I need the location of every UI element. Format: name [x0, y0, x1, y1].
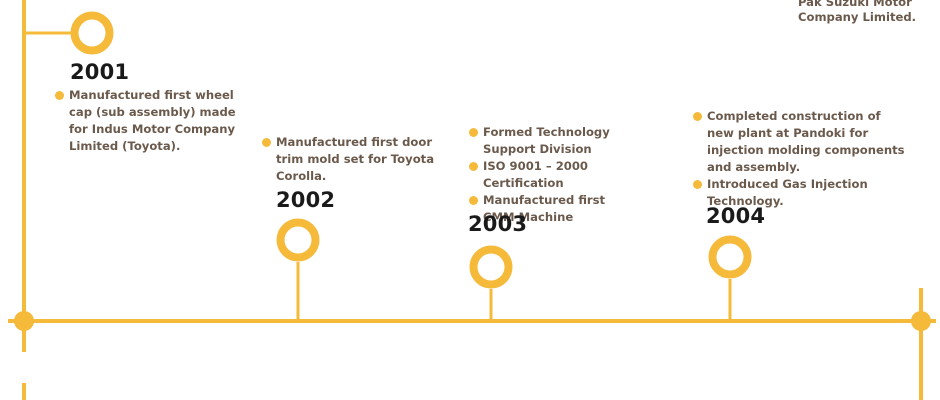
year-2004: 2004 [706, 204, 766, 228]
bullet-dot-icon [469, 128, 478, 137]
milestone-2001-list: Manufactured first wheel cap (sub assemb… [55, 87, 240, 155]
milestone-item-text: Manufactured first door trim mold set fo… [276, 135, 435, 183]
milestone-2003-list: Formed Technology Support Division ISO 9… [469, 124, 669, 226]
year-2002: 2002 [276, 188, 336, 212]
milestone-item-text: Manufactured first wheel cap (sub assemb… [69, 88, 236, 153]
marker-2003 [469, 245, 513, 289]
milestone-item-text: ISO 9001 – 2000 Certification [483, 159, 588, 190]
marker-2001 [70, 11, 114, 55]
bullet-dot-icon [693, 180, 702, 189]
bullet-dot-icon [693, 112, 702, 121]
milestone-item: Introduced Gas Injection Technology. [693, 176, 882, 210]
carryover-text: Pak Suzuki Motor Company Limited. [798, 0, 917, 24]
milestone-item: ISO 9001 – 2000 Certification [469, 158, 669, 192]
axis-node-left [14, 311, 34, 331]
milestone-item-text: Introduced Gas Injection Technology. [707, 177, 868, 208]
milestone-item: Completed construction of new plant at P… [693, 108, 907, 176]
year-2001: 2001 [70, 60, 130, 84]
marker-2002 [276, 218, 320, 262]
milestone-2002-list: Manufactured first door trim mold set fo… [262, 134, 442, 185]
axis-node-right [911, 311, 931, 331]
bullet-dot-icon [469, 196, 478, 205]
milestone-2004-list: Completed construction of new plant at P… [693, 108, 905, 210]
milestone-item: Formed Technology Support Division [469, 124, 633, 158]
milestone-item-text: Completed construction of new plant at P… [707, 109, 905, 174]
milestone-item-text: Manufactured first CMM Machine [483, 193, 606, 224]
milestone-item-text: Formed Technology Support Division [483, 125, 610, 156]
marker-2004 [708, 235, 752, 279]
year-2003: 2003 [468, 212, 528, 236]
bullet-dot-icon [262, 138, 271, 147]
milestone-item: Manufactured first wheel cap (sub assemb… [55, 87, 240, 155]
bullet-dot-icon [55, 91, 64, 100]
milestone-item: Manufactured first door trim mold set fo… [262, 134, 442, 185]
milestone-item: Manufactured first CMM Machine [469, 192, 633, 226]
bullet-dot-icon [469, 162, 478, 171]
